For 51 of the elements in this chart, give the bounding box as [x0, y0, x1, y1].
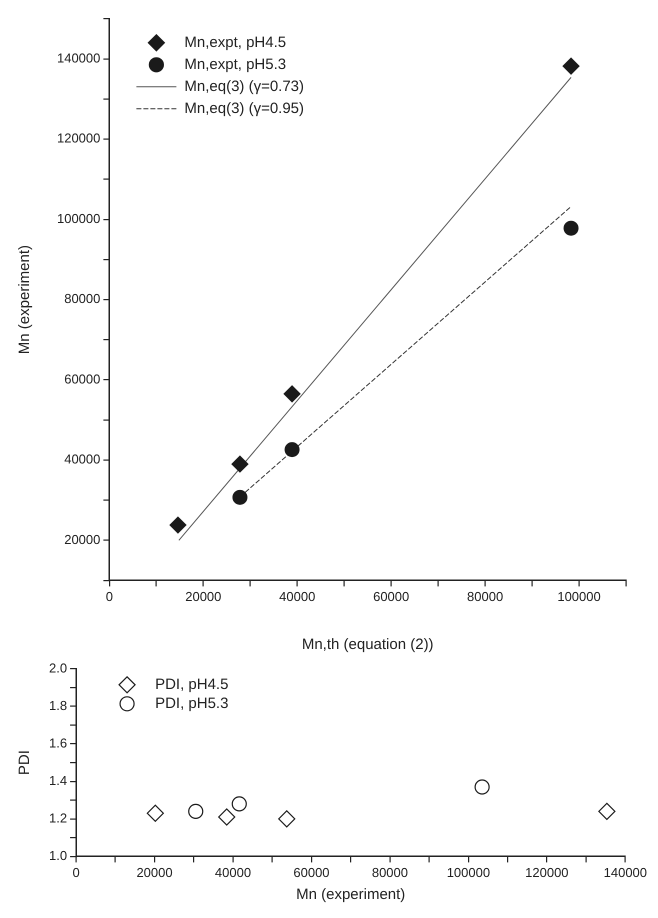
y-tick-label: 120000	[56, 130, 100, 146]
point	[146, 804, 164, 822]
legend-label: Mn,eq(3) (γ=0.95)	[184, 100, 304, 117]
x-tick-label: 80000	[467, 588, 504, 604]
y-tick-label: 140000	[56, 50, 100, 66]
y-tick-label: 2.0	[48, 660, 68, 676]
point	[474, 779, 490, 795]
x-tick-label: 100000	[446, 864, 490, 880]
x-tick-label: 140000	[604, 864, 648, 880]
x-axis-title: Mn (experiment)	[296, 886, 406, 904]
y-tick-label: 100000	[56, 210, 100, 226]
y-tick-label: 20000	[64, 532, 100, 547]
y-axis-title: Mn (experiment)	[16, 245, 34, 354]
legend-label: PDI, pH4.5	[155, 676, 228, 693]
x-tick-label: 40000	[214, 864, 252, 880]
point	[232, 796, 247, 812]
point	[278, 810, 296, 828]
x-tick-label: 80000	[372, 864, 408, 880]
x-tick-label: 100000	[557, 588, 601, 604]
y-tick-label: 1.6	[48, 735, 68, 750]
point	[231, 456, 248, 473]
x-tick-label: 40000	[279, 588, 316, 604]
point	[169, 516, 186, 534]
x-tick-label: 0	[72, 864, 80, 880]
point	[188, 804, 204, 819]
point	[564, 220, 579, 236]
y-tick-label: 40000	[64, 452, 100, 467]
x-tick-label: 120000	[525, 864, 569, 880]
y-tick-label: 60000	[64, 371, 100, 386]
y-axis-title: PDI	[16, 750, 34, 776]
legend-label: Mn,eq(3) (γ=0.73)	[184, 78, 304, 95]
y-tick-label: 1.2	[48, 810, 68, 826]
x-tick-label: 0	[106, 588, 113, 604]
legend-label: PDI, pH5.3	[155, 694, 228, 712]
point	[562, 58, 580, 75]
point	[232, 490, 248, 505]
point	[284, 442, 300, 458]
point	[284, 385, 301, 402]
y-tick-label: 80000	[64, 291, 100, 306]
legend-label: Mn,expt, pH5.3	[184, 56, 286, 73]
legend-label: Mn,expt, pH4.5	[184, 34, 286, 51]
point	[598, 802, 616, 820]
x-tick-label: 60000	[373, 588, 410, 604]
y-tick-label: 1.0	[48, 848, 68, 863]
x-tick-label: 20000	[185, 588, 222, 604]
y-tick-label: 1.4	[48, 772, 68, 788]
x-tick-label: 20000	[136, 864, 173, 880]
y-tick-label: 1.8	[48, 698, 68, 713]
x-axis-title: Mn,th (equation (2))	[302, 636, 434, 654]
x-tick-label: 60000	[293, 864, 330, 880]
point	[218, 808, 236, 826]
